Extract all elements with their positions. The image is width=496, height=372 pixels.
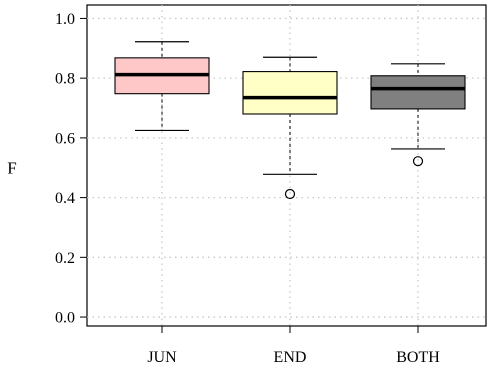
outlier-point	[284, 188, 296, 200]
box-both	[370, 63, 466, 167]
box-jun	[114, 41, 210, 132]
y-tick-label: 1.0	[55, 11, 75, 28]
y-axis: 0.0 0.2 0.4 0.6 0.8 1.0	[55, 11, 87, 327]
plot-frame	[86, 4, 487, 327]
boxes	[114, 41, 466, 200]
box-iqr	[242, 71, 338, 115]
y-tick-label: 0.0	[55, 310, 75, 327]
box-iqr	[370, 75, 466, 110]
x-tick-label: BOTH	[396, 349, 440, 366]
outlier-point	[412, 156, 424, 167]
x-axis: JUN END BOTH	[147, 326, 440, 366]
y-tick-label: 0.4	[55, 190, 75, 207]
x-tick-label: JUN	[147, 349, 177, 366]
y-axis-label: F	[7, 159, 16, 178]
x-tick-label: END	[274, 349, 307, 366]
y-tick-label: 0.6	[55, 130, 75, 147]
y-tick-label: 0.2	[55, 250, 75, 267]
y-tick-label: 0.8	[55, 71, 75, 88]
box-end	[242, 56, 338, 200]
grid-lines	[87, 5, 486, 326]
